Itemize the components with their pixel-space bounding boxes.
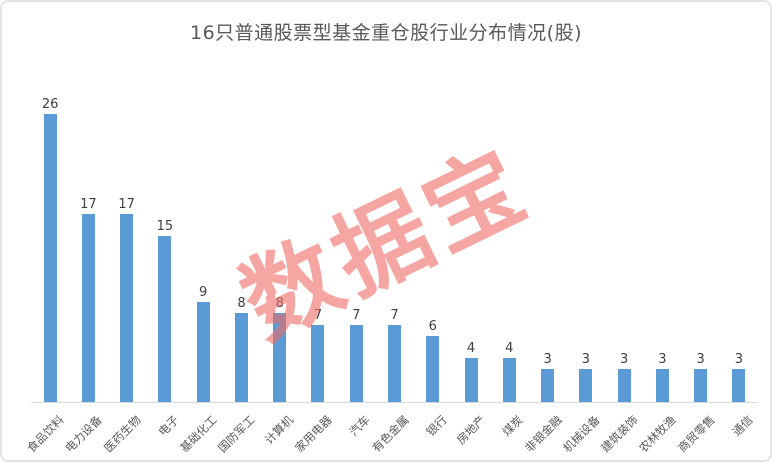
- bar: [426, 335, 440, 402]
- x-axis-label: 建筑装饰: [598, 412, 641, 456]
- bar-slot: 3: [605, 92, 643, 402]
- chart-title: 16只普通股票型基金重仓股行业分布情况(股): [189, 22, 582, 44]
- bar: [349, 324, 363, 402]
- bar-value-label: 15: [156, 218, 174, 234]
- bar-slot: 4: [452, 92, 490, 402]
- bar-slot: 3: [643, 92, 681, 402]
- bar: [464, 357, 478, 402]
- bar: [120, 213, 134, 402]
- x-axis-label: 煤炭: [499, 412, 526, 439]
- bar: [158, 235, 172, 402]
- x-axis-label: 医药生物: [100, 412, 144, 456]
- bar-slot: 17: [69, 92, 107, 402]
- x-axis-label-slot: 银行: [414, 403, 452, 460]
- x-axis-label: 非银金融: [521, 412, 565, 456]
- bar: [311, 324, 325, 402]
- x-axis-label: 基础化工: [177, 412, 220, 456]
- x-axis-label: 农林牧渔: [636, 412, 679, 456]
- bar: [234, 313, 248, 402]
- bar: [579, 368, 593, 402]
- bar: [541, 368, 555, 402]
- bar-slot: 17: [108, 92, 146, 402]
- x-axis-label-slot: 通信: [720, 403, 758, 460]
- bar-slot: 6: [414, 92, 452, 402]
- x-axis-label-slot: 国防军工: [216, 403, 260, 460]
- x-axis-label-slot: 电子: [146, 403, 184, 460]
- bars-row: 26 17 17 15 9 8 8 7 7 7 6 4 4 3 3 3 3 3 3: [31, 92, 758, 402]
- x-axis-label-slot: 汽车: [337, 403, 375, 460]
- x-axis-label-slot: 煤炭: [490, 403, 528, 460]
- x-axis-label: 电子: [155, 412, 182, 439]
- x-axis-label: 食品饮料: [24, 412, 67, 456]
- x-axis-label-slot: 有色金属: [369, 403, 413, 460]
- x-axis-label-slot: 建筑装饰: [598, 403, 643, 460]
- bar-value-label: 3: [581, 351, 590, 367]
- bar-slot: 3: [720, 92, 758, 402]
- x-axis-label: 房地产: [453, 412, 488, 448]
- x-axis-label-slot: 电力设备: [63, 403, 107, 460]
- x-axis-label: 商贸零售: [674, 412, 718, 456]
- bar-value-label: 4: [505, 340, 514, 356]
- bar-slot: 4: [490, 92, 528, 402]
- bar-value-label: 3: [734, 351, 744, 367]
- bar: [732, 368, 746, 402]
- x-axis-label-slot: 房地产: [452, 403, 490, 460]
- x-axis-label-slot: 商贸零售: [675, 403, 720, 460]
- x-axis-label-slot: 农林牧渔: [637, 403, 681, 460]
- x-axis-label-slot: 计算机: [261, 403, 299, 460]
- x-axis-label: 机械设备: [560, 412, 603, 456]
- bar-value-label: 4: [466, 340, 476, 356]
- bar-slot: 7: [299, 92, 337, 402]
- bar: [617, 368, 631, 402]
- bar-value-label: 3: [658, 351, 667, 367]
- x-axis-label: 通信: [729, 412, 756, 439]
- bar-value-label: 3: [696, 351, 705, 367]
- bar-value-label: 7: [352, 307, 361, 323]
- bar-slot: 3: [682, 92, 720, 402]
- x-axis-label: 家用电器: [292, 412, 335, 456]
- bar-slot: 7: [337, 92, 375, 402]
- bar: [273, 313, 287, 402]
- x-axis-label-slot: 医药生物: [101, 403, 146, 460]
- bar-value-label: 8: [275, 296, 284, 312]
- plot-area: 26 17 17 15 9 8 8 7 7 7 6 4 4 3 3 3 3 3 3: [31, 92, 758, 403]
- bar-value-label: 8: [237, 296, 246, 312]
- bar-slot: 8: [261, 92, 299, 402]
- bar-value-label: 7: [313, 307, 323, 323]
- x-axis-labels-row: 食品饮料 电力设备 医药生物 电子 基础化工 国防军工 计算机 家用电器 汽车 有色金属 银行 房地产…: [24, 403, 758, 460]
- bar: [81, 213, 95, 402]
- bar-slot: 26: [31, 92, 69, 402]
- bar: [502, 357, 516, 402]
- bar-slot: 8: [222, 92, 260, 402]
- x-axis-label-slot: 非银金融: [522, 403, 566, 460]
- x-axis-label-slot: 机械设备: [560, 403, 605, 460]
- x-axis-label-slot: 食品饮料: [24, 403, 69, 460]
- bar: [43, 114, 57, 402]
- x-axis-label: 汽车: [346, 412, 373, 439]
- x-axis-label-slot: 家用电器: [292, 403, 337, 460]
- bar-value-label: 17: [118, 196, 135, 212]
- bar-value-label: 26: [41, 97, 59, 113]
- bar-slot: 3: [528, 92, 566, 402]
- x-axis-label: 有色金属: [368, 412, 412, 456]
- bar-slot: 15: [146, 92, 184, 402]
- bar-value-label: 9: [199, 285, 208, 301]
- bar: [655, 368, 669, 402]
- x-axis-label: 电力设备: [62, 412, 106, 456]
- bar: [694, 368, 708, 402]
- bar: [196, 302, 210, 402]
- x-axis-label-slot: 基础化工: [177, 403, 222, 460]
- bar-slot: 3: [567, 92, 605, 402]
- bar-slot: 7: [375, 92, 413, 402]
- bar-slot: 9: [184, 92, 222, 402]
- bar-value-label: 7: [390, 307, 399, 323]
- bar: [388, 324, 402, 402]
- bar-value-label: 17: [80, 196, 97, 212]
- bar-value-label: 3: [543, 351, 552, 367]
- x-axis-label: 银行: [423, 412, 450, 439]
- bar-value-label: 6: [428, 318, 437, 334]
- bar-value-label: 3: [619, 351, 629, 367]
- x-axis-label: 国防军工: [215, 412, 259, 456]
